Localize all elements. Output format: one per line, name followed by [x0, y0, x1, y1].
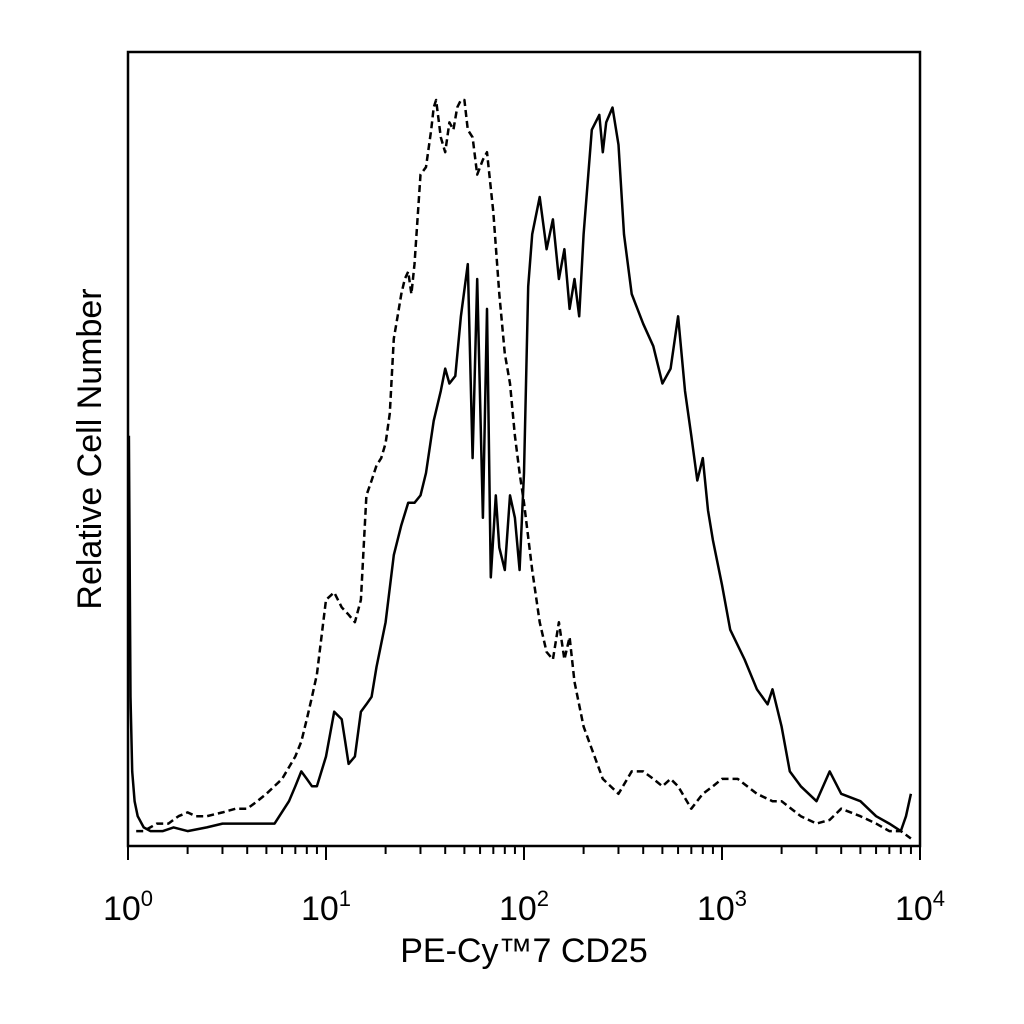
x-axis-title: PE-Cy™7 CD25 — [400, 932, 648, 970]
series-line-solid — [127, 106, 913, 833]
x-tick-label: 104 — [895, 886, 945, 928]
series-line-dashed — [136, 98, 912, 840]
x-tick-label: 103 — [697, 886, 747, 928]
x-tick-label: 102 — [499, 886, 549, 928]
x-tick-label: 101 — [301, 886, 351, 928]
series-group — [127, 98, 913, 840]
y-axis-title: Relative Cell Number — [71, 288, 109, 609]
x-axis-ticks — [127, 846, 921, 860]
x-axis-tick-labels: 100 101 102 103 104 — [103, 886, 945, 928]
x-tick-label: 100 — [103, 886, 153, 928]
